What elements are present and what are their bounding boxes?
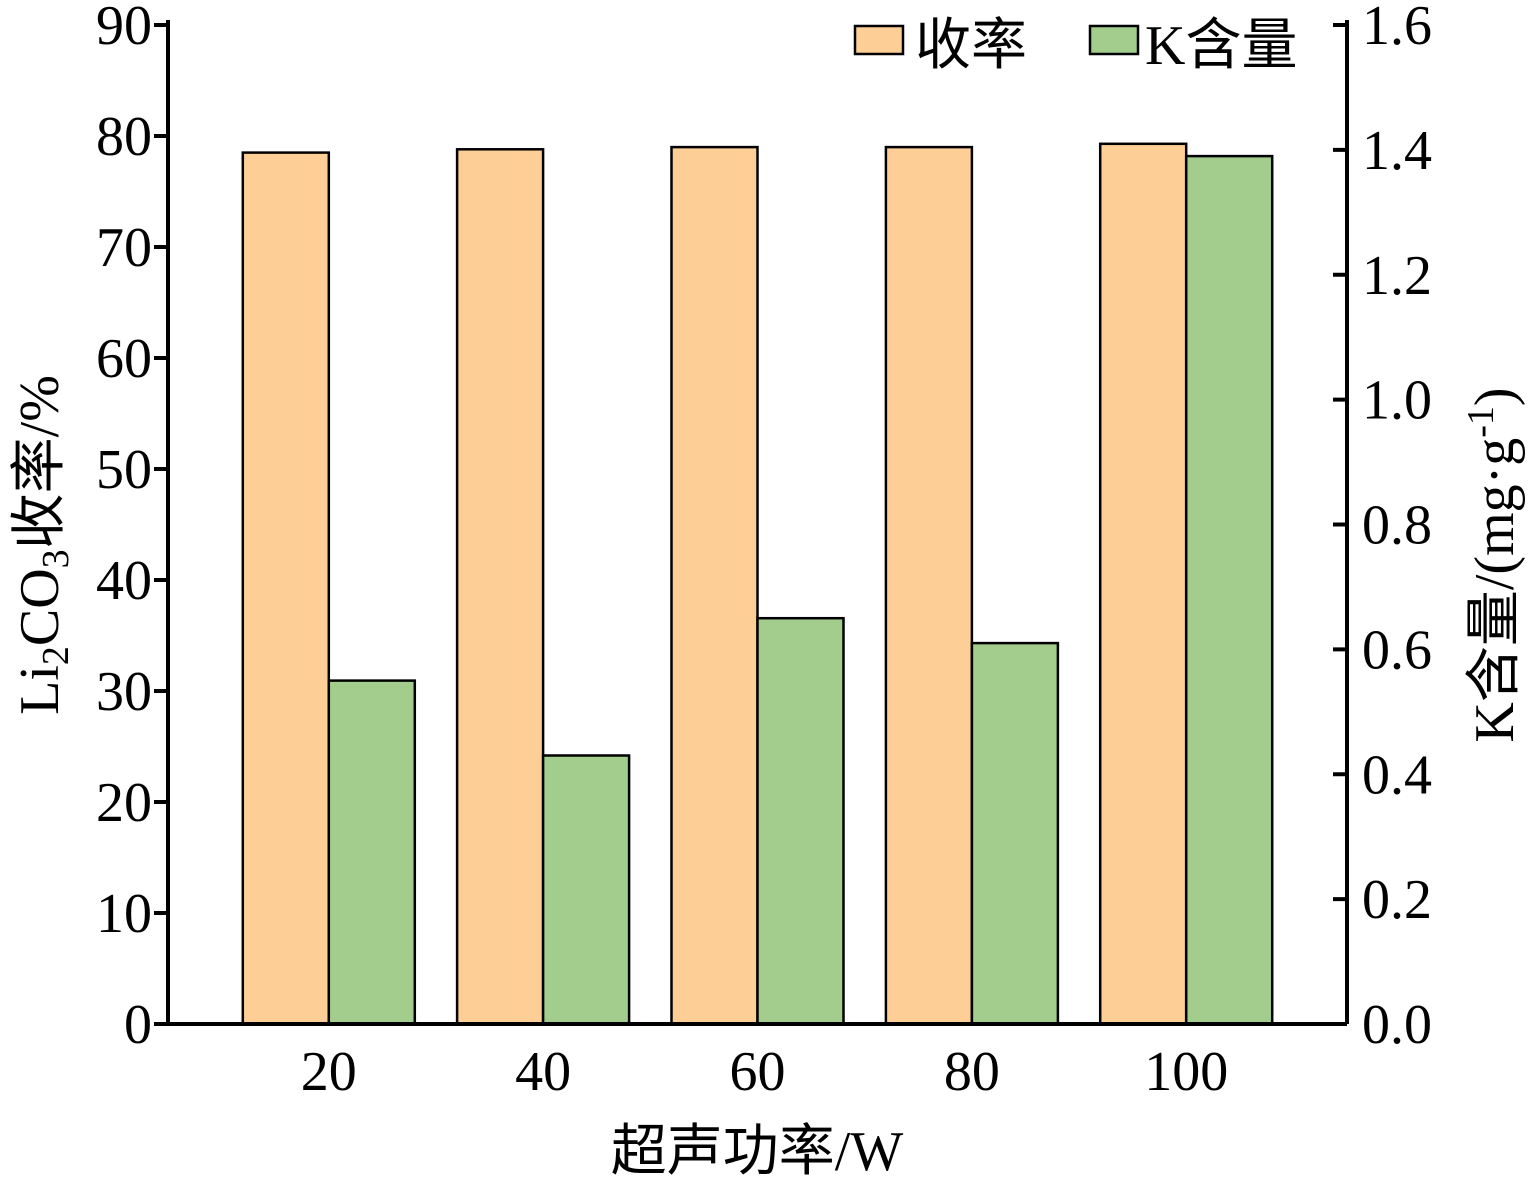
right-y-tick-label: 0.6 (1362, 619, 1432, 681)
left-y-tick-label: 70 (96, 217, 152, 279)
right-y-tick-label: 1.0 (1362, 370, 1432, 432)
bar-yield-40 (455, 148, 545, 1026)
x-tick-label: 60 (730, 1041, 786, 1103)
x-tick-labels: 20 40 60 80 100 (301, 1041, 1228, 1103)
x-tick-label: 100 (1144, 1041, 1228, 1103)
right-y-tick-label: 1.4 (1362, 120, 1432, 182)
left-y-tick-label: 90 (96, 0, 152, 57)
right-y-tick-label: 0.8 (1362, 495, 1432, 557)
left-y-tick-label: 10 (96, 883, 152, 945)
left-y-ticks: 0 10 20 30 40 50 60 70 80 90 (96, 0, 168, 1056)
bars-group (241, 142, 1274, 1026)
x-tick-label: 40 (515, 1041, 571, 1103)
bar-k-content-80 (970, 641, 1060, 1026)
bar-k-content-60 (756, 616, 845, 1026)
right-y-tick-label: 1.6 (1362, 0, 1432, 57)
bar-k-content-20 (327, 679, 417, 1026)
left-y-tick-label: 60 (96, 328, 152, 390)
bar-yield-80 (884, 145, 974, 1026)
bar-yield-100 (1098, 142, 1188, 1026)
x-tick-label: 20 (301, 1041, 357, 1103)
right-y-tick-label: 0.0 (1362, 994, 1432, 1056)
legend-swatch-k-content (1088, 24, 1140, 56)
right-y-axis-title: K含量/(mg·g-1) (1460, 387, 1526, 742)
right-y-tick-label: 0.4 (1362, 744, 1432, 806)
left-y-tick-label: 0 (124, 994, 152, 1056)
right-y-ticks: 0.0 0.2 0.4 0.6 0.8 1.0 1.2 1.4 1.6 (1333, 0, 1432, 1056)
bar-k-content-100 (1184, 154, 1274, 1026)
bar-yield-20 (241, 151, 331, 1026)
bar-yield-60 (670, 145, 759, 1026)
right-y-tick-label: 1.2 (1362, 245, 1432, 307)
left-y-tick-label: 40 (96, 550, 152, 612)
left-y-tick-label: 30 (96, 661, 152, 723)
left-y-tick-label: 20 (96, 772, 152, 834)
right-y-tick-label: 0.2 (1362, 869, 1432, 931)
legend-swatch-yield (853, 24, 905, 56)
legend-label-yield: 收率 (915, 15, 1027, 77)
x-axis-title: 超声功率/W (611, 1121, 904, 1181)
left-y-tick-label: 50 (96, 439, 152, 501)
left-y-tick-label: 80 (96, 106, 152, 168)
legend: 收率 K含量 (853, 15, 1297, 77)
bar-k-content-40 (541, 754, 631, 1026)
legend-label-k-content: K含量 (1145, 15, 1297, 77)
x-tick-label: 80 (944, 1041, 1000, 1103)
left-y-axis-title: Li2CO3收率/% (9, 375, 77, 715)
